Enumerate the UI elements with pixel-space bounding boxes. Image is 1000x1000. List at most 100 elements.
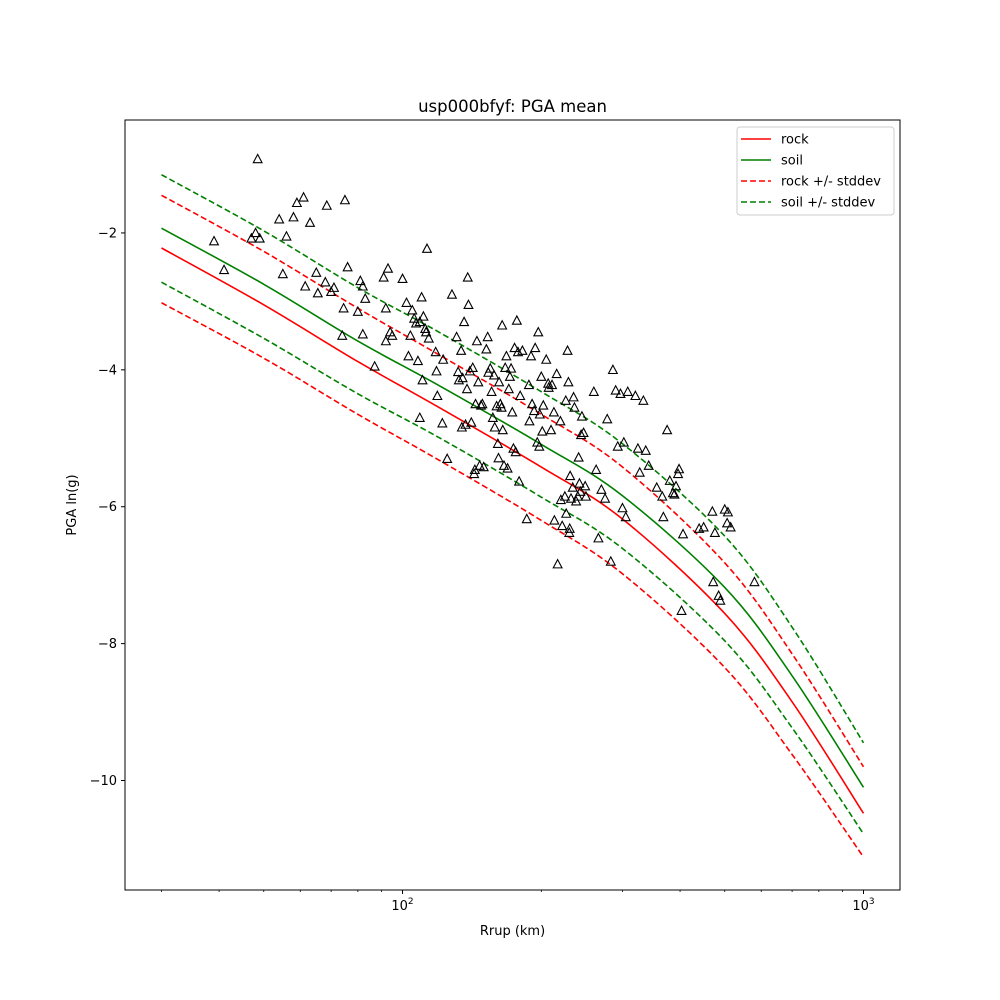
legend: rock soil rock +/- stddev soil +/- stddev xyxy=(736,126,895,216)
data-point xyxy=(336,329,348,340)
data-point xyxy=(514,390,526,401)
data-point xyxy=(545,424,557,435)
data-point xyxy=(725,521,736,532)
x-tick-label: 102 xyxy=(391,897,413,914)
data-point xyxy=(525,350,537,361)
data-point xyxy=(610,384,621,395)
legend-box xyxy=(736,126,895,216)
data-point xyxy=(670,480,682,491)
data-point xyxy=(640,444,652,455)
data-point xyxy=(491,400,502,411)
data-point xyxy=(380,335,392,346)
data-point xyxy=(451,331,462,342)
data-point xyxy=(721,517,733,528)
data-point xyxy=(540,353,552,364)
y-tick-label: −6 xyxy=(98,500,117,515)
data-point xyxy=(579,480,591,491)
data-point xyxy=(321,199,333,210)
data-point xyxy=(677,528,689,539)
data-point xyxy=(463,299,474,310)
data-point xyxy=(562,344,573,355)
data-point xyxy=(698,521,709,532)
data-point xyxy=(596,483,607,494)
plot-frame xyxy=(124,119,901,891)
data-point xyxy=(407,304,418,315)
data-point xyxy=(590,463,602,474)
data-point xyxy=(560,507,572,518)
y-axis-label: PGA ln(g) xyxy=(65,474,80,535)
data-point xyxy=(669,488,680,499)
data-point xyxy=(320,276,331,287)
data-point xyxy=(532,326,544,337)
data-point xyxy=(277,268,289,279)
x-tick-base: 10 xyxy=(391,899,408,914)
data-point xyxy=(526,398,538,409)
data-point xyxy=(509,342,520,353)
data-point xyxy=(656,490,668,501)
data-point xyxy=(492,437,504,448)
data-point xyxy=(437,417,448,428)
data-point xyxy=(506,406,518,417)
legend-label: soil +/- stddev xyxy=(781,196,876,211)
data-point xyxy=(618,436,630,447)
data-point xyxy=(749,576,760,587)
data-point xyxy=(564,470,576,481)
data-point xyxy=(487,411,499,422)
data-point xyxy=(555,415,566,426)
x-axis: 102 103 xyxy=(161,890,875,914)
data-point xyxy=(208,235,220,246)
data-point xyxy=(574,477,585,488)
data-point xyxy=(523,379,535,390)
data-point xyxy=(537,425,548,436)
data-point xyxy=(570,495,582,506)
data-point xyxy=(453,374,465,385)
data-point xyxy=(559,490,571,501)
series-line-soil-stddev-upper xyxy=(161,174,865,744)
data-point xyxy=(357,328,369,339)
data-point xyxy=(569,401,580,412)
y-tick-label: −4 xyxy=(98,363,117,378)
y-tick-label: −10 xyxy=(90,774,117,789)
data-point xyxy=(420,326,432,337)
data-point xyxy=(218,264,230,275)
data-point xyxy=(498,459,510,470)
data-point xyxy=(273,213,285,224)
data-point xyxy=(432,390,443,401)
data-point xyxy=(484,362,496,373)
data-point xyxy=(534,408,546,419)
data-point xyxy=(722,506,734,517)
data-point xyxy=(599,492,611,503)
data-point xyxy=(630,390,641,401)
data-point xyxy=(414,411,426,422)
legend-label: rock +/- stddev xyxy=(781,175,881,190)
data-point xyxy=(488,369,500,380)
data-point xyxy=(430,346,441,357)
data-point xyxy=(401,296,412,307)
data-point xyxy=(605,555,617,566)
data-point xyxy=(470,398,481,409)
observation-points xyxy=(208,153,760,615)
data-point xyxy=(643,459,654,470)
data-point xyxy=(707,576,719,587)
data-point xyxy=(593,532,604,543)
data-point xyxy=(707,505,718,516)
data-point xyxy=(551,368,562,379)
data-point xyxy=(410,317,422,328)
data-point xyxy=(493,452,504,463)
legend-label: rock xyxy=(781,133,809,148)
data-point xyxy=(517,344,528,355)
data-point xyxy=(575,429,587,440)
data-point xyxy=(352,305,364,316)
data-point xyxy=(552,558,563,569)
data-point xyxy=(499,361,511,372)
data-point xyxy=(441,453,453,464)
data-point xyxy=(661,424,673,435)
data-point xyxy=(560,394,572,405)
data-point xyxy=(502,462,513,473)
data-point xyxy=(563,376,574,387)
y-tick-label: −8 xyxy=(98,637,117,652)
data-point xyxy=(452,366,464,377)
data-point xyxy=(533,440,545,451)
